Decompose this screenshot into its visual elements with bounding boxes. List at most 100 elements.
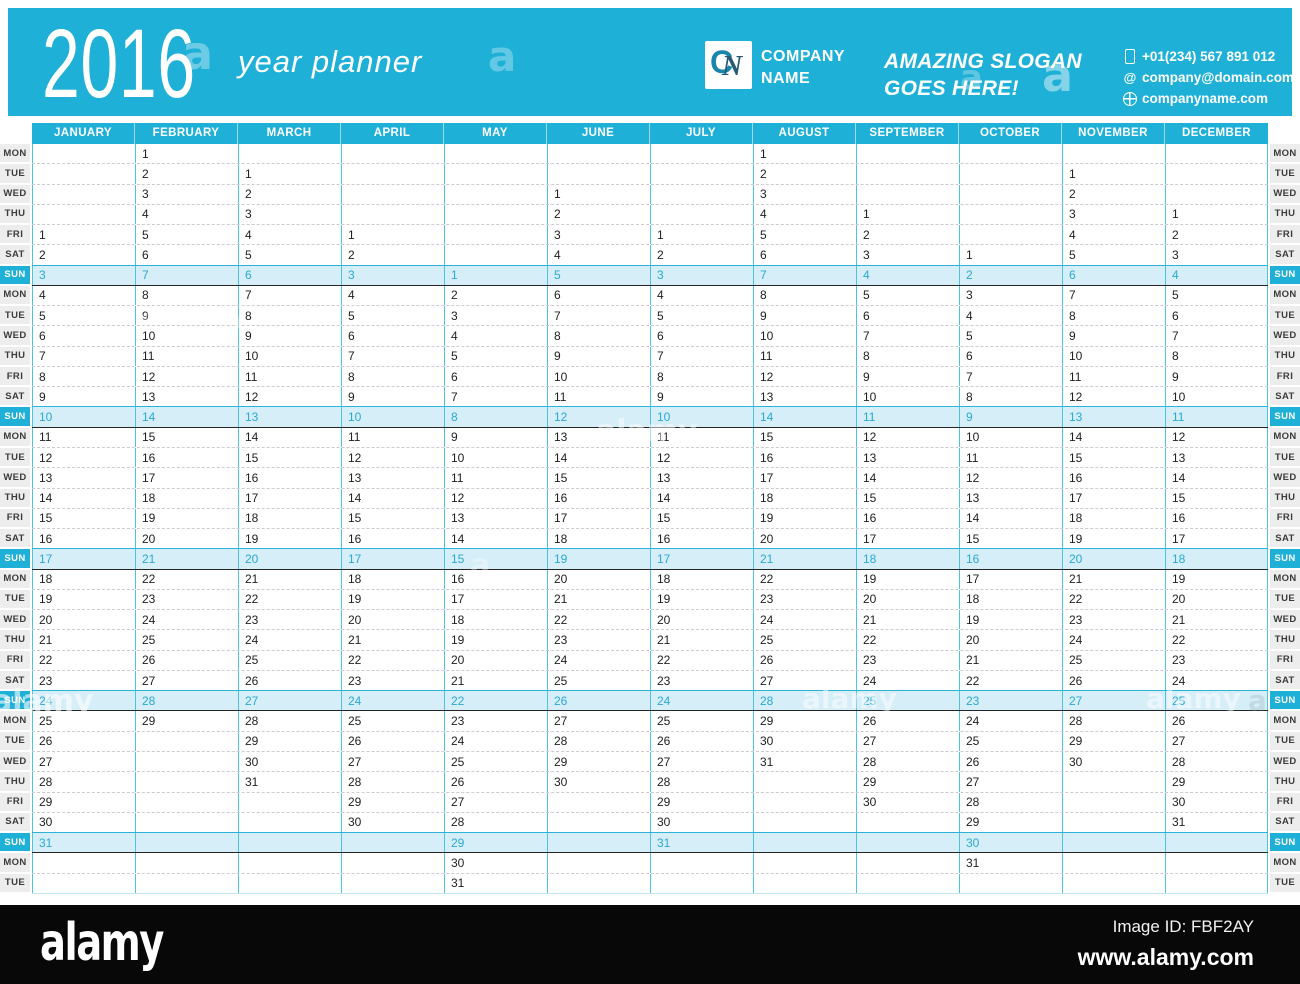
date-cell: 21 <box>444 670 547 691</box>
date-cell <box>547 873 650 893</box>
date-cell: 3 <box>341 265 444 285</box>
date-cell: 16 <box>135 447 238 468</box>
day-label: SAT <box>0 670 30 692</box>
date-cell <box>32 184 135 204</box>
date-cell: 18 <box>135 488 238 508</box>
date-cell <box>135 853 238 873</box>
date-cell: 29 <box>753 711 856 731</box>
date-cell: 30 <box>32 812 135 833</box>
day-label: MON <box>1270 427 1300 448</box>
date-cell: 4 <box>238 225 341 245</box>
alamy-logo: alamy <box>40 913 164 973</box>
date-cell: 5 <box>1062 245 1165 265</box>
date-cell: 9 <box>856 366 959 387</box>
date-cell: 21 <box>753 549 856 569</box>
day-label: MON <box>1270 569 1300 590</box>
date-cell: 14 <box>650 488 753 508</box>
date-cell: 24 <box>341 691 444 711</box>
date-cell: 14 <box>135 407 238 427</box>
date-cell: 6 <box>341 326 444 346</box>
phone-icon <box>1122 49 1138 64</box>
month-header-july: JULY <box>650 123 753 144</box>
date-cell: 5 <box>341 306 444 326</box>
date-cell: 13 <box>856 447 959 468</box>
date-cell: 28 <box>650 772 753 792</box>
day-label: WED <box>1270 184 1300 205</box>
planner-subtitle: year planner <box>238 44 423 79</box>
date-cell: 19 <box>959 610 1062 630</box>
date-cell: 17 <box>753 468 856 488</box>
date-cell: 13 <box>1062 407 1165 427</box>
planner-row-sat: 30 30 28 30 29 31 <box>32 812 1268 833</box>
day-label: FRI <box>1270 366 1300 388</box>
planner-row-tue: 12 16 15 12 10 14 12 16 13 11 15 13 <box>32 447 1268 469</box>
date-cell: 22 <box>753 569 856 589</box>
date-cell: 16 <box>856 508 959 529</box>
date-cell: 29 <box>1062 731 1165 751</box>
date-cell: 15 <box>856 488 959 508</box>
date-cell: 27 <box>238 691 341 711</box>
date-cell: 19 <box>135 508 238 529</box>
date-cell: 7 <box>650 346 753 366</box>
date-cell: 4 <box>959 306 1062 326</box>
date-cell: 15 <box>341 508 444 529</box>
date-cell <box>547 812 650 833</box>
date-cell: 10 <box>1165 387 1268 407</box>
day-label: MON <box>0 853 30 874</box>
date-cell <box>1165 833 1268 853</box>
month-header-may: MAY <box>444 123 547 144</box>
month-header-march: MARCH <box>238 123 341 144</box>
day-label: TUE <box>0 306 30 327</box>
day-label: WED <box>0 468 30 489</box>
date-cell: 24 <box>1165 670 1268 691</box>
date-cell: 25 <box>444 751 547 772</box>
day-label: SUN <box>1270 691 1300 712</box>
date-cell: 9 <box>444 427 547 447</box>
date-cell: 22 <box>238 589 341 610</box>
date-cell: 6 <box>1165 306 1268 326</box>
date-cell <box>959 204 1062 225</box>
date-cell: 29 <box>238 731 341 751</box>
day-label: WED <box>0 184 30 205</box>
day-label: SUN <box>0 407 30 428</box>
company-name: COMPANY NAME <box>761 46 845 90</box>
date-cell: 24 <box>1062 630 1165 650</box>
day-label: TUE <box>1270 306 1300 327</box>
day-label: MON <box>0 144 30 165</box>
date-cell: 5 <box>547 265 650 285</box>
date-cell: 3 <box>444 306 547 326</box>
date-cell: 28 <box>959 792 1062 812</box>
date-cell <box>444 225 547 245</box>
date-cell: 10 <box>650 407 753 427</box>
date-cell: 23 <box>135 589 238 610</box>
day-label: SUN <box>1270 265 1300 286</box>
planner-row-wed: 13 17 16 13 11 15 13 17 14 12 16 14 <box>32 468 1268 489</box>
day-label: TUE <box>1270 447 1300 469</box>
date-cell: 14 <box>856 468 959 488</box>
date-cell: 20 <box>1062 549 1165 569</box>
date-cell: 17 <box>1165 529 1268 549</box>
date-cell: 13 <box>135 387 238 407</box>
date-cell: 10 <box>856 387 959 407</box>
date-cell: 21 <box>650 630 753 650</box>
date-cell <box>341 144 444 164</box>
month-header-row: JANUARY FEBRUARY MARCH APRIL MAY JUNE JULY AUGU… <box>32 123 1268 144</box>
date-cell <box>1165 164 1268 184</box>
date-cell: 27 <box>444 792 547 812</box>
date-cell: 14 <box>444 529 547 549</box>
date-cell: 13 <box>753 387 856 407</box>
day-label: FRI <box>1270 225 1300 246</box>
date-cell: 28 <box>444 812 547 833</box>
date-cell: 15 <box>959 529 1062 549</box>
date-cell: 30 <box>547 772 650 792</box>
date-cell: 22 <box>444 691 547 711</box>
logo-letter-n: N <box>722 51 743 82</box>
date-cell: 14 <box>753 407 856 427</box>
date-cell: 12 <box>32 447 135 468</box>
date-cell: 22 <box>1165 630 1268 650</box>
globe-icon <box>1122 91 1138 106</box>
date-cell: 16 <box>753 447 856 468</box>
date-cell: 31 <box>444 873 547 893</box>
date-cell <box>856 833 959 853</box>
